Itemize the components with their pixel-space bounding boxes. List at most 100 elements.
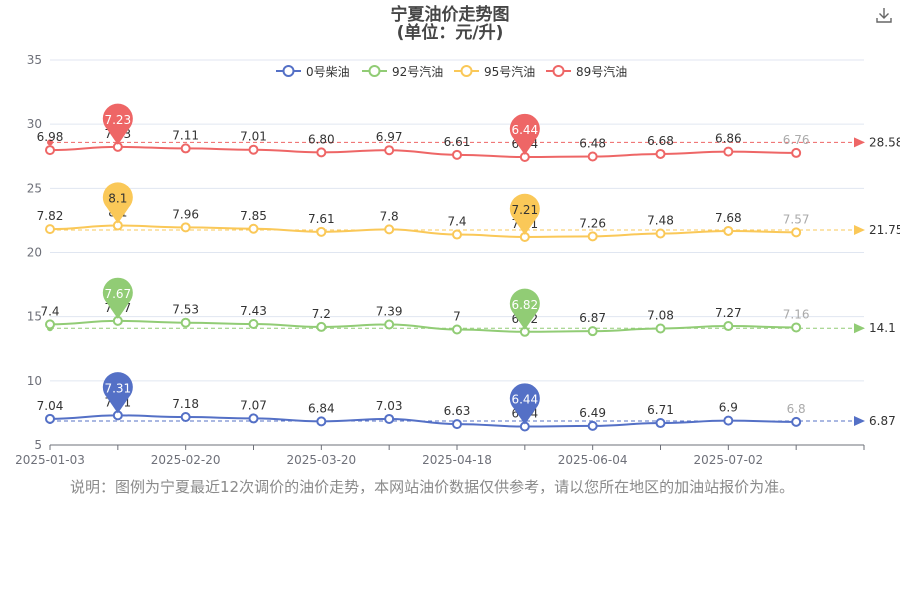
data-point	[316, 416, 327, 427]
series-line	[49, 145, 797, 159]
marker-pin	[102, 182, 133, 224]
data-label: 7.48	[647, 214, 674, 228]
data-point	[587, 151, 598, 162]
average-arrow	[854, 225, 865, 236]
average-label: 21.75	[869, 223, 900, 237]
average-start-dot	[47, 139, 53, 146]
data-point	[45, 413, 55, 424]
chart-title: 宁夏油价走势图	[390, 5, 510, 25]
data-label: 7.27	[715, 306, 742, 320]
data-label: 7.04	[37, 399, 64, 413]
data-label: 6.84	[308, 401, 335, 415]
data-label: 7.96	[172, 207, 199, 221]
marker-pin	[509, 383, 540, 425]
legend-symbol	[282, 65, 295, 77]
x-tick-label: 2025-02-20	[151, 453, 221, 467]
legend-label: 89号汽油	[576, 64, 627, 79]
data-label: 6.9	[719, 401, 738, 415]
data-point	[180, 412, 191, 423]
data-point	[587, 231, 598, 242]
data-label: 7.03	[376, 399, 403, 413]
data-point	[316, 321, 327, 332]
data-label: 7.85	[240, 209, 267, 223]
data-label: 7.18	[172, 397, 199, 411]
data-label: 6.86	[715, 132, 742, 146]
data-point	[316, 226, 327, 237]
marker-pin	[102, 103, 133, 145]
data-label: 7.4	[447, 215, 466, 229]
data-point	[316, 147, 327, 158]
x-tick-label: 2025-07-02	[693, 453, 763, 467]
average-arrow	[854, 137, 865, 148]
y-tick-label: 5	[34, 438, 42, 452]
data-label: 6.8	[787, 402, 806, 416]
series-4: 28.58 6.98 7.23 7.11 7.01 6.80 6.97 6.61 6.44 6.4…	[37, 103, 900, 163]
data-label: 7.08	[647, 308, 674, 322]
series-line	[49, 319, 797, 333]
data-label: 6.63	[444, 404, 471, 418]
data-point	[723, 321, 734, 332]
chart-note: 说明：图例为宁夏最近12次调价的油价走势，本网站油价数据仅供参考，请以您所在地区…	[70, 478, 795, 496]
x-tick-label: 2025-06-04	[558, 453, 628, 467]
marker-pin	[102, 372, 133, 414]
legend-symbol	[552, 65, 565, 77]
data-point	[587, 420, 598, 431]
data-point	[655, 323, 666, 334]
data-point	[655, 228, 666, 239]
data-point	[452, 229, 462, 240]
data-point	[180, 143, 191, 154]
data-label: 6.97	[376, 130, 403, 144]
marker-pin-label: 6.82	[511, 298, 538, 312]
data-point	[248, 318, 259, 329]
data-point	[180, 317, 191, 328]
data-point	[655, 148, 666, 159]
series-line	[49, 414, 797, 428]
data-point	[45, 145, 55, 156]
chart-subtitle: (单位：元/升)	[396, 23, 504, 43]
y-tick-label: 10	[27, 374, 42, 388]
marker-pin-label: 7.23	[104, 113, 131, 127]
marker-pin	[509, 113, 540, 156]
data-label: 7.4	[40, 304, 59, 318]
data-label: 7	[453, 310, 461, 324]
marker-pin	[509, 193, 540, 235]
data-point	[180, 222, 191, 233]
series-2: 14.1 7.4 7.67 7.53 7.43 7.2 7.39 7 6.82 6.87 7.08 7…	[40, 277, 896, 337]
data-point	[723, 146, 734, 157]
legend-item-2[interactable]: 92号汽油	[362, 64, 443, 79]
data-point	[45, 319, 55, 330]
data-label: 7.68	[715, 211, 742, 225]
data-point	[587, 326, 598, 337]
data-point	[248, 144, 259, 155]
data-label: 7.39	[376, 304, 403, 318]
marker-pin-label: 8.1	[108, 192, 127, 206]
average-arrow	[854, 323, 865, 334]
legend-item-3[interactable]: 95号汽油	[454, 64, 535, 79]
data-point	[45, 224, 55, 235]
data-label: 7.16	[783, 307, 810, 321]
series-line	[49, 224, 797, 238]
data-point	[384, 224, 395, 235]
data-label: 6.49	[579, 406, 606, 420]
legend-item-4[interactable]: 89号汽油	[546, 64, 627, 79]
data-point	[791, 227, 802, 238]
data-point	[384, 413, 395, 424]
data-label: 7.11	[172, 128, 199, 142]
marker-pin-label: 6.44	[511, 393, 538, 407]
data-label: 7.07	[240, 398, 267, 412]
marker-pin-label: 7.21	[511, 203, 538, 217]
data-point	[655, 418, 666, 429]
data-label: 6.68	[647, 134, 674, 148]
marker-pin-label: 7.67	[104, 287, 131, 301]
average-label: 28.58	[869, 135, 900, 149]
marker-pin-label: 7.31	[104, 381, 131, 395]
data-point	[723, 415, 734, 426]
download-icon[interactable]	[874, 5, 894, 25]
data-point	[384, 319, 395, 330]
legend-symbol	[368, 65, 381, 77]
x-tick-label: 2025-04-18	[422, 453, 492, 467]
y-tick-label: 35	[27, 53, 42, 67]
legend-item-1[interactable]: 0号柴油	[276, 65, 350, 79]
legend-symbol	[460, 65, 473, 77]
